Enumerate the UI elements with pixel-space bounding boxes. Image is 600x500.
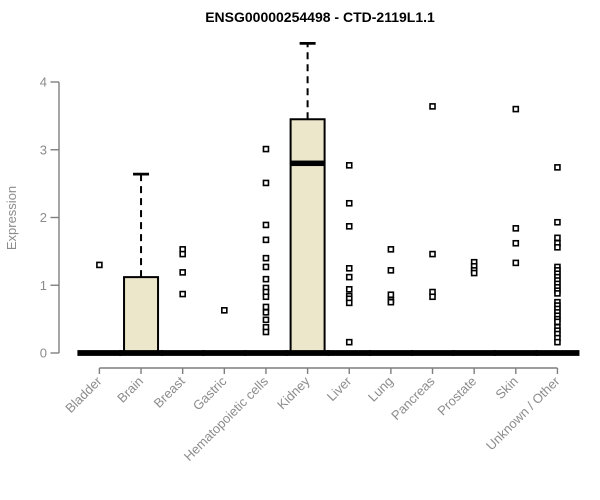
outlier-point-liver xyxy=(345,338,353,346)
x-tick-label-skin: Skin xyxy=(492,374,520,402)
outlier-point-hematopoietic-cells xyxy=(262,254,270,262)
median-line-kidney xyxy=(290,160,325,167)
outlier-point-pancreas xyxy=(429,293,436,301)
x-tick-label-gastric: Gastric xyxy=(190,373,230,413)
zero-bar-skin xyxy=(493,350,538,356)
outlier-point-hematopoietic-cells xyxy=(262,263,270,271)
outlier-point-skin xyxy=(512,105,520,113)
x-tick-label-brain: Brain xyxy=(114,374,146,406)
zero-bar-kidney xyxy=(285,350,330,356)
x-tick-label-pancreas: Pancreas xyxy=(388,373,438,423)
outlier-point-lung xyxy=(387,291,395,299)
outlier-point-hematopoietic-cells xyxy=(262,236,270,244)
x-tick-label-liver: Liver xyxy=(324,373,355,404)
outlier-point-liver xyxy=(345,265,353,272)
zero-bar-hematopoietic-cells xyxy=(243,350,288,356)
x-tick-label-lung: Lung xyxy=(365,374,396,405)
x-tick-label-bladder: Bladder xyxy=(62,373,105,416)
zero-bar-gastric xyxy=(202,350,247,356)
zero-bar-breast xyxy=(160,350,205,356)
outlier-point-bladder xyxy=(96,261,103,269)
outlier-point-hematopoietic-cells xyxy=(262,316,270,324)
outlier-point-liver xyxy=(345,286,353,293)
outlier-point-unknown-other xyxy=(554,218,561,226)
outlier-point-lung xyxy=(387,246,395,253)
x-tick-label-breast: Breast xyxy=(151,373,188,410)
y-tick-label: 2 xyxy=(40,210,47,225)
outlier-point-hematopoietic-cells xyxy=(262,303,270,311)
y-tick-label: 4 xyxy=(40,75,47,90)
chart-title: ENSG00000254498 - CTD-2119L1.1 xyxy=(205,9,435,25)
outlier-point-unknown-other xyxy=(554,290,561,297)
outlier-point-liver xyxy=(345,299,353,307)
y-tick-label: 0 xyxy=(40,346,47,361)
outlier-point-hematopoietic-cells xyxy=(262,221,270,229)
x-tick-label-kidney: Kidney xyxy=(274,373,313,412)
zero-bar-unknown-other xyxy=(535,350,580,356)
outlier-point-liver xyxy=(345,223,353,230)
outlier-point-hematopoietic-cells xyxy=(262,179,270,187)
outlier-point-gastric xyxy=(221,307,228,314)
outlier-point-skin xyxy=(512,259,520,267)
outlier-point-liver xyxy=(345,273,353,281)
outlier-point-liver xyxy=(345,199,353,207)
box-kidney xyxy=(289,118,326,354)
outlier-point-hematopoietic-cells xyxy=(262,275,270,283)
outlier-point-hematopoietic-cells xyxy=(262,293,270,301)
zero-bar-brain xyxy=(119,350,164,356)
outlier-point-unknown-other xyxy=(554,318,561,326)
outlier-point-breast xyxy=(179,269,186,276)
y-tick-label: 1 xyxy=(40,278,47,293)
x-tick-label-prostate: Prostate xyxy=(434,374,479,419)
box-brain xyxy=(123,276,160,354)
y-axis-label: Expression xyxy=(4,186,19,250)
outlier-point-unknown-other xyxy=(554,234,561,242)
outlier-point-unknown-other xyxy=(554,244,561,251)
outlier-point-prostate xyxy=(470,269,478,277)
y-tick-label: 3 xyxy=(40,142,47,157)
outlier-point-hematopoietic-cells xyxy=(262,309,270,316)
outlier-point-unknown-other xyxy=(554,338,561,346)
outlier-point-hematopoietic-cells xyxy=(262,145,270,153)
outlier-point-unknown-other xyxy=(554,164,561,171)
zero-bar-bladder xyxy=(77,350,122,356)
outlier-point-lung xyxy=(387,298,395,306)
outlier-point-lung xyxy=(387,267,395,274)
outlier-point-skin xyxy=(512,225,520,232)
outlier-point-breast xyxy=(179,290,186,298)
outlier-point-liver xyxy=(345,162,353,169)
outlier-point-skin xyxy=(512,239,520,247)
outlier-point-pancreas xyxy=(429,103,436,110)
x-tick-label-unknown-other: Unknown / Other xyxy=(483,373,563,453)
outlier-point-breast xyxy=(179,250,186,258)
zero-bar-prostate xyxy=(452,350,497,356)
zero-bar-lung xyxy=(368,350,413,356)
outlier-point-pancreas xyxy=(429,250,436,258)
outlier-point-hematopoietic-cells xyxy=(262,328,270,336)
zero-bar-liver xyxy=(327,350,372,356)
zero-bar-pancreas xyxy=(410,350,455,356)
